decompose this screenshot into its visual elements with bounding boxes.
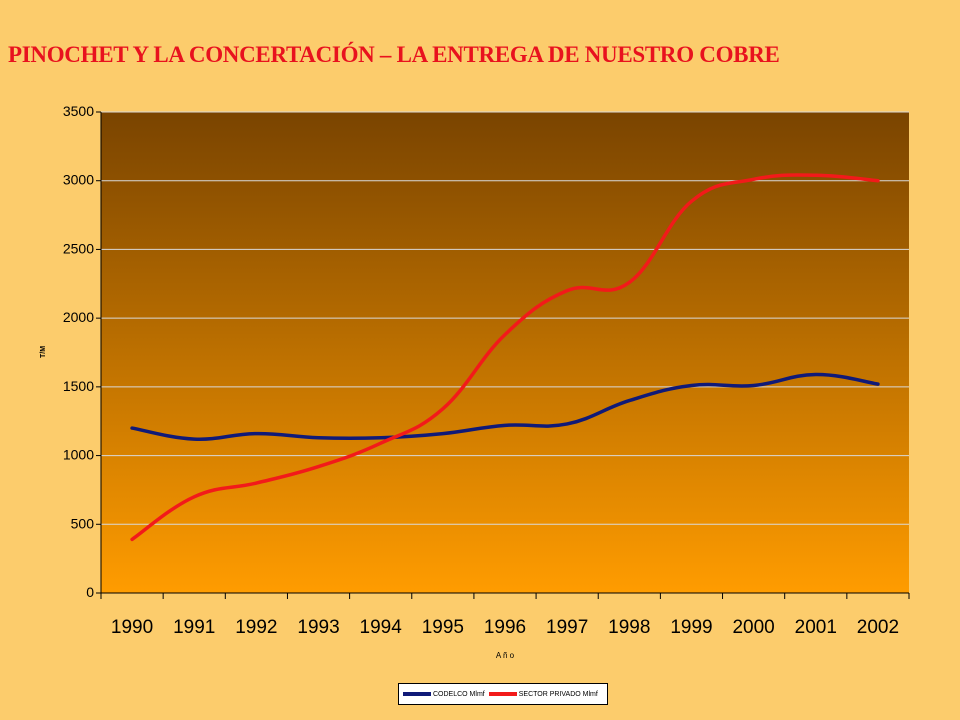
x-tick-label: 2002 bbox=[857, 617, 899, 638]
x-tick-label: 1998 bbox=[608, 617, 650, 638]
y-tick-label: 3000 bbox=[63, 172, 94, 188]
y-tick-label: 2500 bbox=[63, 240, 94, 256]
legend-item-codelco: CODELCO Mlmf bbox=[403, 691, 485, 698]
y-tick-label: 0 bbox=[86, 584, 94, 600]
x-axis-title: A ñ o bbox=[496, 651, 515, 660]
x-tick-label: 1991 bbox=[173, 617, 215, 638]
legend-swatch-codelco bbox=[403, 692, 431, 696]
x-tick-label: 1999 bbox=[670, 617, 712, 638]
legend-swatch-privado bbox=[488, 692, 517, 696]
x-tick-label: 1990 bbox=[111, 617, 153, 638]
series-line-codelco bbox=[130, 372, 880, 441]
x-tick-label: 1993 bbox=[297, 617, 339, 638]
x-tick-label: 1997 bbox=[546, 617, 588, 638]
series-line-sector-privado bbox=[130, 173, 880, 542]
x-tick-label: 1994 bbox=[360, 617, 403, 638]
legend-label-codelco: CODELCO Mlmf bbox=[433, 690, 485, 698]
y-tick-label: 1500 bbox=[63, 378, 94, 394]
series-lines bbox=[130, 173, 880, 542]
chart-legend: CODELCO Mlmf SECTOR PRIVADO Mlmf bbox=[398, 683, 608, 705]
y-tick-label: 3500 bbox=[63, 103, 94, 119]
y-tick-label: 2000 bbox=[63, 309, 94, 325]
y-axis-title: T/M bbox=[40, 346, 47, 358]
x-tick-label: 2001 bbox=[795, 617, 837, 638]
y-tick-label: 1000 bbox=[63, 447, 94, 463]
plot-area bbox=[101, 112, 909, 593]
axes: 0 500 1000 1500 2000 2500 3000 3500 1990 1991 1992… bbox=[63, 103, 910, 638]
legend-item-privado: SECTOR PRIVADO Mlmf bbox=[488, 690, 598, 698]
x-tick-label: 1992 bbox=[235, 617, 277, 638]
x-tick-label: 1996 bbox=[484, 617, 526, 638]
x-tick-label: 2000 bbox=[732, 617, 774, 638]
gridlines bbox=[101, 111, 909, 525]
x-tick-label: 1995 bbox=[422, 617, 464, 638]
legend-label-privado: SECTOR PRIVADO Mlmf bbox=[518, 690, 598, 698]
y-tick-label: 500 bbox=[71, 515, 95, 531]
slide-title: PINOCHET Y LA CONCERTACIÓN – LA ENTREGA … bbox=[8, 42, 780, 67]
